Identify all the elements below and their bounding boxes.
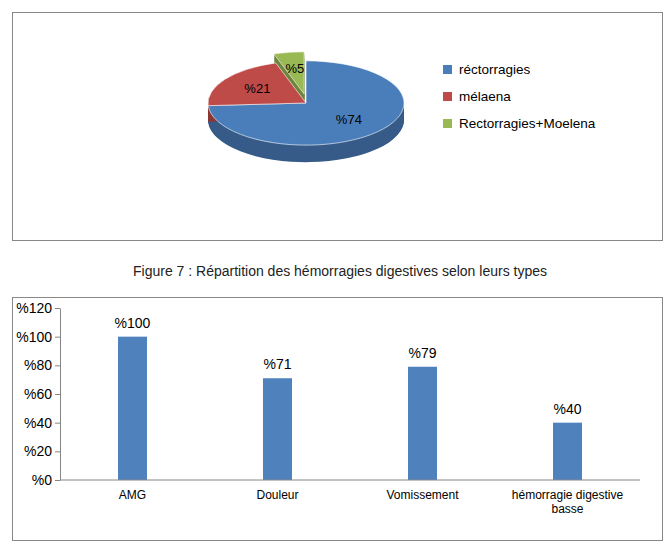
tick-label: AMG <box>119 488 146 502</box>
chart-title: Figure 7 : Répartition des hémorragies d… <box>133 263 547 279</box>
pie-slice <box>274 52 304 94</box>
plot-area <box>118 337 582 480</box>
tick-label: Douleur <box>256 488 298 502</box>
bar <box>408 367 437 480</box>
pie-plot <box>208 52 404 162</box>
tick: %60 <box>24 386 60 402</box>
tick-label-line: hémorragie digestive <box>512 488 624 502</box>
legend-swatch <box>443 119 452 128</box>
tick-label: %100 <box>16 329 52 345</box>
legend-swatch <box>443 65 452 74</box>
x-axis: AMG Douleur Vomissement hémorragie digestiv… <box>60 480 640 516</box>
data-label: %79 <box>408 345 436 361</box>
tick: %0 <box>32 472 60 488</box>
bar <box>553 423 582 480</box>
tick: %80 <box>24 357 60 373</box>
tick-label: hémorragie digestivebasse <box>512 488 624 516</box>
tick-mark <box>55 451 60 452</box>
tick: Douleur <box>256 488 298 502</box>
data-label: %40 <box>553 401 581 417</box>
axis-line <box>60 309 61 481</box>
data-label: %21 <box>244 81 270 96</box>
pie-slice <box>208 61 404 145</box>
tick-mark <box>55 337 60 338</box>
y-axis: %0 %20 %40 %60 %80 %100 %120 <box>16 300 60 488</box>
tick: AMG <box>119 488 146 502</box>
tick: hémorragie digestivebasse <box>512 488 624 516</box>
tick-mark <box>55 394 60 395</box>
tick-mark <box>55 308 60 309</box>
legend-label: mélaena <box>459 89 511 104</box>
tick-label: %80 <box>24 357 52 373</box>
axis-line <box>60 480 640 481</box>
chart-frame <box>13 298 663 541</box>
legend-item: Rectorragies+Moelena <box>443 116 596 131</box>
tick-mark <box>55 480 60 481</box>
tick-mark <box>55 365 60 366</box>
tick: %20 <box>24 443 60 459</box>
legend-label: Rectorragies+Moelena <box>459 116 596 131</box>
tick: %100 <box>16 329 60 345</box>
tick: Vomissement <box>386 488 459 502</box>
data-label: %71 <box>263 356 291 372</box>
data-label: %74 <box>336 112 362 127</box>
chart-canvas: %74 %21 %5 réctorragies mélaena Rectorragies+… <box>0 0 671 548</box>
tick: %40 <box>24 415 60 431</box>
tick-label: %120 <box>16 300 52 316</box>
tick-label-line: basse <box>551 502 583 516</box>
tick: %120 <box>16 300 60 316</box>
tick-label: %0 <box>32 472 52 488</box>
chart-frame <box>13 13 663 241</box>
legend-label: réctorragies <box>459 62 531 77</box>
tick-label: %60 <box>24 386 52 402</box>
tick-label: %40 <box>24 415 52 431</box>
tick-label: Vomissement <box>386 488 459 502</box>
tick-label: %20 <box>24 443 52 459</box>
data-label: %5 <box>286 61 305 76</box>
bar <box>263 378 292 480</box>
bar <box>118 337 147 480</box>
legend-item: réctorragies <box>443 62 531 77</box>
legend-swatch <box>443 92 452 101</box>
data-label: %100 <box>115 315 151 331</box>
legend-item: mélaena <box>443 89 511 104</box>
tick-mark <box>55 423 60 424</box>
